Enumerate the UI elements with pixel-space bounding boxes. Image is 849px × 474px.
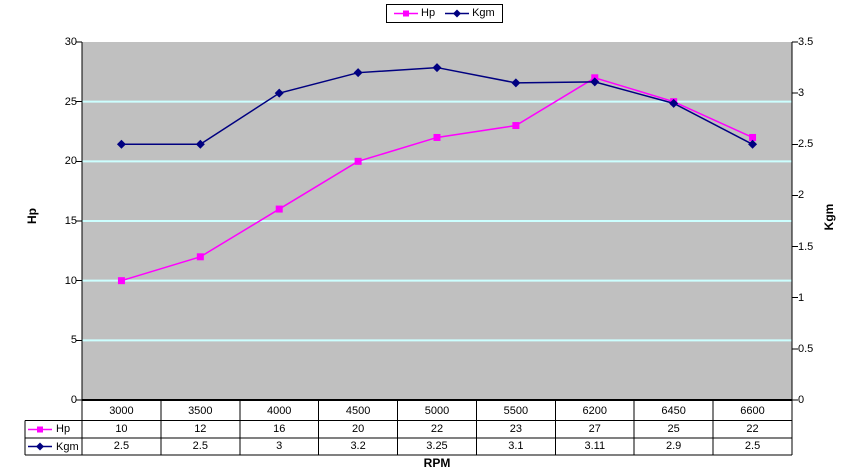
right-axis-tick: 1 bbox=[798, 291, 805, 304]
hp-marker bbox=[433, 133, 441, 141]
kgm-marker bbox=[511, 78, 521, 88]
kgm-marker bbox=[195, 139, 205, 149]
hp-marker bbox=[117, 277, 125, 285]
hp-key-icon-shape bbox=[37, 426, 43, 433]
table-hp-value: 10 bbox=[115, 422, 128, 435]
table-hp-value: 12 bbox=[194, 422, 207, 435]
right-axis-tick: 1.5 bbox=[798, 240, 814, 253]
table-col-header: 3000 bbox=[109, 404, 134, 417]
hp-marker bbox=[354, 157, 362, 165]
kgm-key-icon bbox=[28, 442, 52, 451]
table-col-header: 5500 bbox=[503, 404, 529, 417]
table-col-header: 6450 bbox=[661, 404, 686, 417]
table-kgm-value: 2.5 bbox=[744, 440, 761, 452]
table-kgm-value: 3 bbox=[276, 440, 283, 452]
kgm-marker bbox=[116, 139, 126, 149]
kgm-key-icon-shape bbox=[36, 442, 44, 451]
kgm-legend-icon-shape bbox=[453, 9, 462, 18]
left-axis-title: Hp bbox=[25, 208, 39, 224]
left-axis-tick: 0 bbox=[70, 394, 77, 406]
table-kgm-value: 2.5 bbox=[113, 440, 130, 452]
right-axis-tick: 3 bbox=[798, 87, 805, 100]
table-kgm-value: 2.5 bbox=[192, 440, 208, 452]
table-key-hp: Hp bbox=[28, 422, 70, 438]
table-col-header: 4500 bbox=[345, 404, 371, 417]
table-col-header: 5000 bbox=[424, 404, 450, 417]
table-col-header: 6200 bbox=[582, 404, 607, 417]
hp-marker bbox=[749, 133, 757, 141]
table-key-label: Kgm bbox=[56, 440, 79, 453]
table-hp-value: 22 bbox=[430, 422, 444, 435]
right-axis-tick: 0 bbox=[798, 394, 805, 406]
kgm-marker bbox=[590, 77, 600, 87]
hp-marker bbox=[196, 253, 204, 261]
table-hp-value: 20 bbox=[351, 422, 365, 435]
hp-legend-icon-shape bbox=[403, 10, 409, 17]
right-axis-tick: 0.5 bbox=[798, 342, 814, 355]
legend: Hp Kgm bbox=[386, 4, 503, 23]
left-axis-tick: 25 bbox=[64, 95, 77, 108]
table-key-label: Hp bbox=[56, 423, 71, 436]
table-kgm-value: 3.2 bbox=[350, 440, 366, 452]
legend-label: Kgm bbox=[472, 7, 495, 19]
x-axis-title: RPM bbox=[423, 456, 451, 470]
kgm-marker bbox=[669, 98, 679, 108]
legend-item-kgm: Kgm bbox=[445, 8, 495, 19]
table-col-header: 3500 bbox=[188, 404, 213, 417]
kgm-marker bbox=[353, 68, 363, 78]
kgm-marker bbox=[748, 139, 758, 149]
legend-label: Hp bbox=[421, 7, 436, 19]
table-hp-value: 23 bbox=[509, 422, 522, 435]
left-axis-tick: 20 bbox=[64, 155, 77, 168]
kgm-legend-icon bbox=[445, 9, 470, 18]
hp-marker bbox=[512, 122, 520, 130]
hp-marker bbox=[275, 205, 283, 213]
kgm-marker bbox=[274, 88, 284, 98]
hp-key-icon bbox=[28, 426, 52, 433]
table-hp-value: 27 bbox=[588, 422, 601, 435]
right-axis-tick: 2 bbox=[798, 189, 805, 202]
table-kgm-value: 2.9 bbox=[666, 440, 682, 452]
table-kgm-value: 3.25 bbox=[426, 440, 448, 452]
left-axis-tick: 30 bbox=[64, 36, 77, 48]
table-hp-value: 22 bbox=[746, 422, 759, 435]
left-axis-tick: 5 bbox=[70, 334, 77, 347]
table-col-header: 6600 bbox=[740, 404, 765, 417]
right-axis-tick: 3.5 bbox=[798, 36, 814, 48]
left-axis-tick: 15 bbox=[64, 215, 77, 227]
left-axis-tick: 10 bbox=[64, 274, 77, 287]
legend-item-hp: Hp bbox=[394, 8, 435, 19]
hp-legend-icon bbox=[394, 10, 418, 17]
table-kgm-value: 3.11 bbox=[584, 440, 606, 452]
right-axis-title: Kgm bbox=[822, 203, 836, 231]
table-key-kgm: Kgm bbox=[28, 439, 79, 455]
kgm-marker bbox=[432, 63, 442, 73]
right-axis-tick: 2.5 bbox=[798, 138, 814, 151]
table-hp-value: 16 bbox=[273, 422, 286, 435]
table-col-header: 4000 bbox=[266, 404, 292, 417]
table-kgm-value: 3.1 bbox=[508, 440, 524, 452]
table-hp-value: 25 bbox=[667, 422, 680, 435]
